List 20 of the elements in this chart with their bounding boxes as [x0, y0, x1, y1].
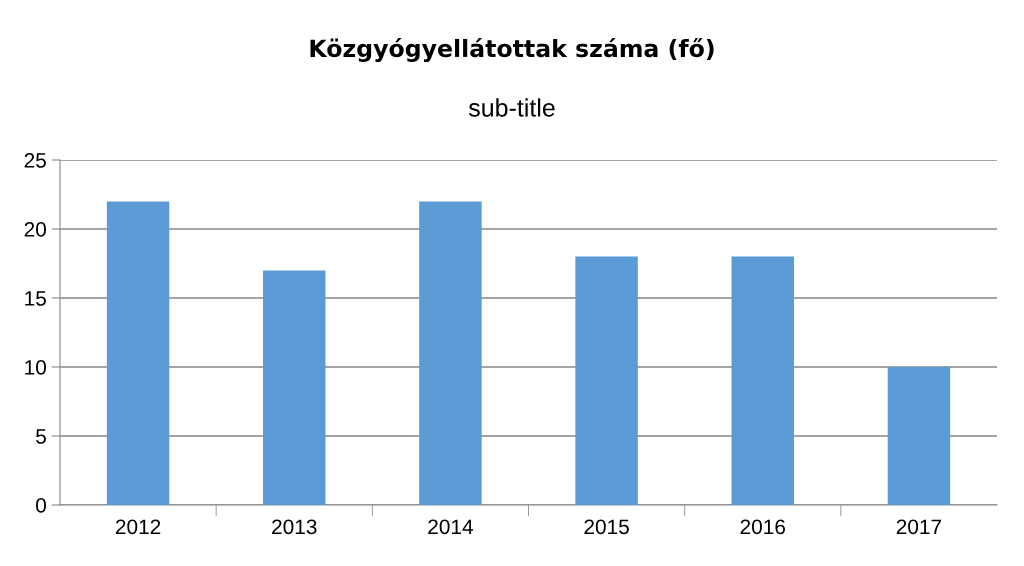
bar — [263, 270, 326, 505]
x-tick-label: 2013 — [272, 519, 317, 535]
x-tick-label: 2017 — [896, 519, 942, 535]
y-tick-label: 0 — [36, 498, 46, 513]
x-tick-label: 2014 — [428, 519, 473, 535]
y-tick-label: 20 — [24, 222, 46, 237]
bar — [106, 201, 170, 505]
y-tick-label: 5 — [36, 429, 46, 444]
x-tick-label: 2012 — [115, 519, 161, 535]
y-tick-label: 25 — [24, 153, 46, 168]
x-tick-label: 2015 — [584, 519, 629, 535]
bar — [575, 256, 638, 505]
chart-subtitle: sub-title — [468, 98, 555, 117]
bar — [731, 256, 794, 505]
bar — [887, 367, 951, 505]
bar — [419, 201, 482, 505]
y-tick-label: 15 — [25, 291, 46, 306]
x-tick-label: 2016 — [740, 519, 786, 535]
chart-title: Közgyógyellátottak száma (fő) — [310, 38, 714, 62]
y-tick-label: 10 — [25, 360, 46, 375]
